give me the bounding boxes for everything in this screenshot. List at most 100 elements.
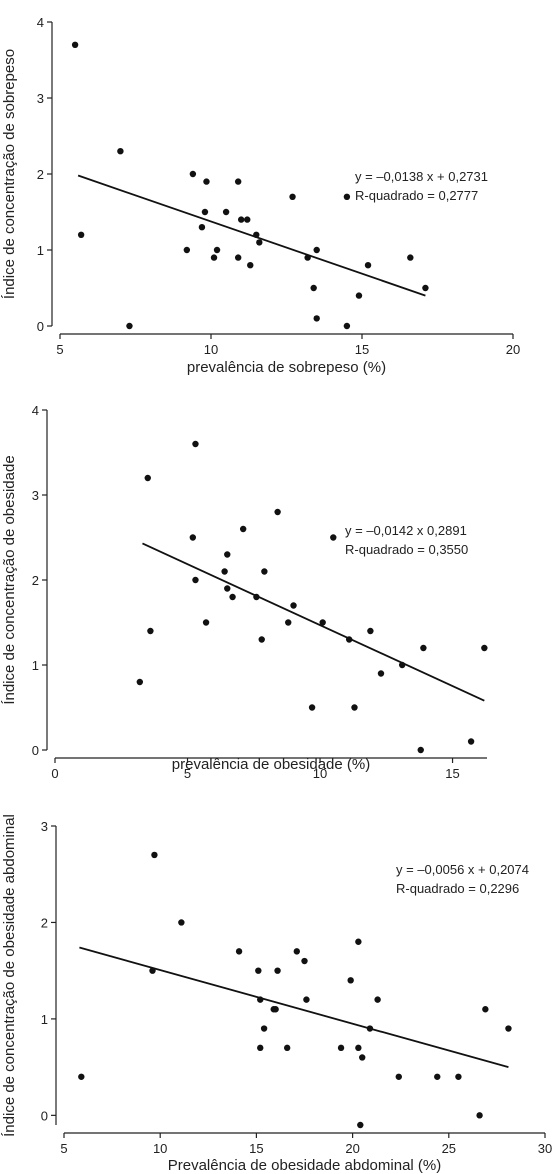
data-point — [374, 996, 381, 1003]
x-tick-label: 20 — [345, 1141, 359, 1156]
data-point — [222, 208, 230, 216]
data-point — [178, 919, 185, 926]
x-tick-label: 10 — [153, 1141, 167, 1156]
x-tick-label: 10 — [204, 342, 218, 357]
y-axis-title: Índice de concentração de sobrepeso — [1, 49, 18, 299]
y-tick-label: 2 — [37, 167, 44, 182]
data-point — [274, 508, 281, 516]
regression-line — [142, 542, 485, 702]
y-tick-label: 3 — [32, 488, 39, 503]
data-point — [283, 1044, 291, 1052]
regression-line — [79, 946, 509, 1068]
data-point — [293, 948, 301, 955]
x-tick-label: 15 — [355, 342, 369, 357]
data-point — [77, 231, 85, 238]
data-point — [347, 977, 354, 984]
x-tick-label: 5 — [60, 1141, 67, 1156]
x-tick-label: 5 — [184, 766, 191, 780]
data-point — [422, 284, 429, 292]
y-tick-label: 3 — [41, 819, 48, 834]
data-point — [235, 948, 243, 955]
data-point — [274, 967, 281, 974]
r-squared-label: R-quadrado = 0,2296 — [396, 881, 519, 896]
data-point — [136, 678, 144, 686]
x-tick-label: 25 — [442, 1141, 456, 1156]
data-point — [434, 1073, 441, 1080]
data-point — [261, 568, 268, 575]
y-tick-label: 1 — [32, 658, 39, 673]
x-tick-label: 15 — [249, 1141, 263, 1156]
y-tick-label: 1 — [37, 243, 44, 258]
data-point — [308, 704, 316, 711]
data-point — [117, 148, 124, 155]
data-point — [481, 644, 488, 652]
y-tick-label: 2 — [32, 573, 39, 588]
data-point — [183, 246, 191, 254]
data-point — [253, 593, 260, 601]
data-point — [78, 1073, 85, 1080]
data-point — [285, 619, 292, 626]
data-point — [301, 957, 308, 965]
data-point — [189, 534, 197, 541]
data-point — [257, 1044, 264, 1052]
y-tick-label: 0 — [32, 743, 39, 758]
regression-line — [77, 174, 426, 297]
data-point — [482, 1006, 489, 1013]
x-tick-label: 30 — [538, 1141, 552, 1156]
y-tick-label: 0 — [37, 319, 44, 334]
data-point — [310, 284, 317, 292]
data-point — [234, 254, 242, 261]
r-squared-label: R-quadrado = 0,3550 — [345, 542, 468, 557]
data-point — [367, 627, 374, 635]
data-point — [398, 661, 406, 669]
data-point — [239, 525, 247, 533]
data-point — [198, 224, 206, 231]
data-point — [203, 178, 210, 185]
y-tick-label: 0 — [41, 1108, 48, 1123]
data-point — [151, 851, 158, 859]
y-tick-label: 1 — [41, 1012, 48, 1027]
data-point — [71, 41, 79, 48]
data-point — [476, 1112, 483, 1119]
data-point — [407, 254, 414, 261]
x-axis-title: prevalência de obesidade (%) — [172, 756, 370, 773]
data-point — [359, 1054, 366, 1061]
data-point — [455, 1073, 462, 1080]
data-point — [201, 208, 209, 216]
data-point — [144, 474, 151, 482]
data-point — [364, 262, 372, 269]
data-point — [126, 322, 133, 330]
data-point — [505, 1025, 512, 1032]
data-point — [272, 1006, 279, 1013]
data-point — [224, 551, 231, 558]
y-tick-label: 4 — [37, 15, 44, 30]
data-point — [377, 670, 385, 677]
data-point — [255, 967, 262, 974]
y-tick-label: 4 — [32, 403, 39, 418]
y-tick-label: 3 — [37, 91, 44, 106]
x-axis-title: prevalência de sobrepeso (%) — [187, 359, 386, 376]
data-point — [337, 1044, 345, 1052]
x-axis-title: Prevalência de obesidade abdominal (%) — [168, 1157, 442, 1174]
data-point — [366, 1025, 374, 1032]
data-point — [289, 193, 296, 200]
data-point — [357, 1121, 364, 1129]
data-point — [213, 246, 221, 254]
scatter-chart-obesidade-abdominal: 0 1 2 3 5 10 15 20 25 30 Prevalência de obesidade … — [1, 814, 552, 1174]
data-point — [303, 996, 310, 1003]
data-point — [221, 568, 228, 575]
data-point — [258, 636, 265, 643]
data-point — [224, 585, 231, 592]
data-point — [467, 738, 475, 745]
regression-equation: y = –0,0056 x + 0,2074 — [396, 862, 529, 877]
data-point — [238, 216, 245, 223]
x-tick-label: 5 — [56, 342, 63, 357]
data-point — [247, 262, 254, 269]
data-point — [229, 593, 236, 601]
data-point — [202, 619, 210, 626]
data-point — [192, 440, 199, 448]
data-point — [420, 644, 427, 652]
r-squared-label: R-quadrado = 0,2777 — [355, 188, 478, 203]
data-point — [304, 254, 311, 261]
